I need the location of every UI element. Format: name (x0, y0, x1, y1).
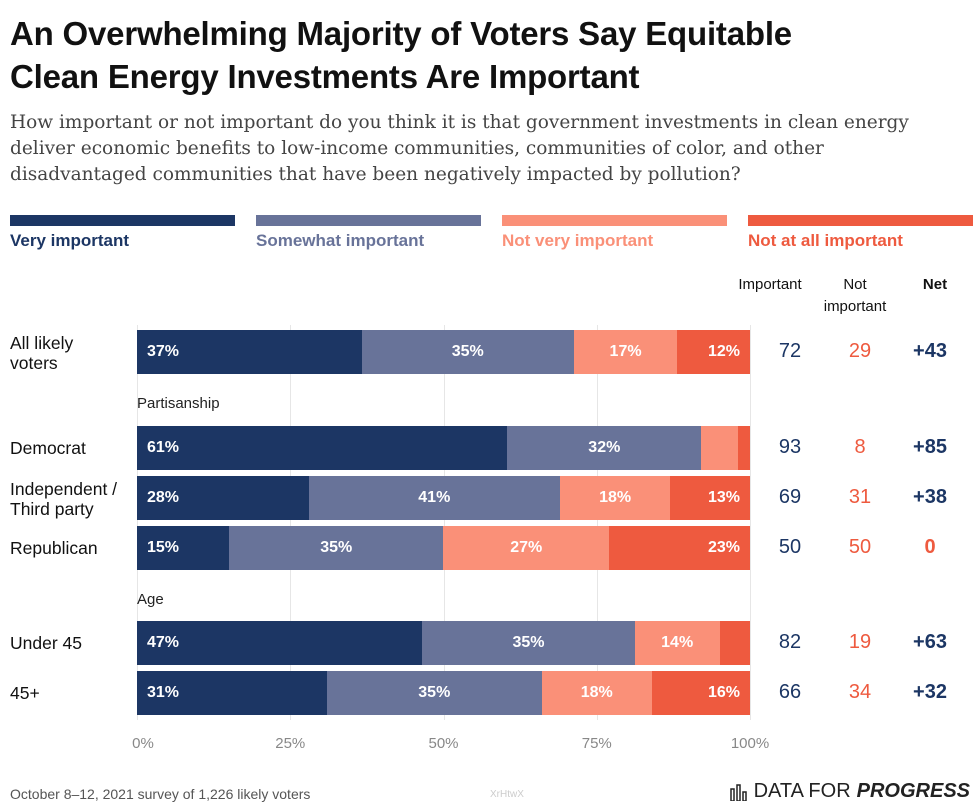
bar-segment: 14% (634, 621, 720, 665)
row-label: Under 45 (10, 633, 82, 653)
important-value: 50 (778, 536, 802, 558)
bar-segment: 31% (137, 671, 328, 715)
net-value: +43 (913, 340, 947, 362)
row-label: Republican (10, 538, 98, 558)
bar-row: 31% 35% 18% 16% (137, 671, 750, 715)
bar-row: 15% 35% 27% 23% (137, 526, 750, 570)
bar-row: 47% 35% 14% (137, 621, 750, 665)
col-head-important: Important (738, 276, 802, 293)
net-value: +32 (913, 681, 947, 703)
not-important-value: 19 (848, 631, 872, 653)
bar-segment: 61% (137, 426, 508, 470)
not-important-value: 34 (848, 681, 872, 703)
x-tick-label: 75% (581, 735, 612, 752)
group-label-partisanship: Partisanship (137, 395, 220, 412)
bar-segment: 27% (443, 526, 609, 570)
bar-segment: 23% (608, 526, 750, 570)
bar-segment (737, 426, 750, 470)
x-tick-label: 0% (132, 735, 154, 752)
brand-prefix: DATA FOR (753, 780, 851, 802)
group-label-age: Age (137, 591, 164, 608)
legend-somewhat-important-label: Somewhat important (256, 231, 425, 250)
bar-chart-icon (729, 783, 747, 801)
bar-segment: 37% (137, 330, 362, 374)
col-head-not-important: Not important (823, 276, 887, 315)
net-value: +38 (913, 486, 947, 508)
footer-source: October 8–12, 2021 survey of 1,226 likel… (10, 786, 311, 802)
row-label: Democrat (10, 438, 86, 458)
bar-row: 28% 41% 18% 13% (137, 476, 750, 520)
net-value: +85 (913, 436, 947, 458)
important-value: 69 (778, 486, 802, 508)
row-label: 45+ (10, 683, 40, 703)
bar-segment: 18% (541, 671, 652, 715)
legend-not-at-all-important-label: Not at all important (748, 231, 903, 250)
gridline (290, 325, 292, 720)
bar-segment: 13% (670, 476, 750, 520)
bar-segment (719, 621, 750, 665)
important-value: 72 (778, 340, 802, 362)
bar-segment: 35% (361, 330, 574, 374)
x-tick-label: 25% (275, 735, 306, 752)
legend-very-important-swatch (10, 215, 235, 226)
gridline (137, 325, 138, 720)
title-line-1: An Overwhelming Majority of Voters Say E… (10, 15, 792, 52)
x-tick-label: 100% (730, 735, 770, 752)
bar-segment: 35% (327, 671, 542, 715)
col-head-net: Net (922, 276, 948, 293)
bar-segment: 16% (651, 671, 750, 715)
bar-segment: 41% (308, 476, 560, 520)
bar-segment: 35% (422, 621, 635, 665)
net-value: +63 (913, 631, 947, 653)
watermark: XrHtwX (490, 789, 524, 800)
net-value: 0 (924, 536, 936, 558)
legend-not-very-important-label: Not very important (502, 231, 654, 250)
brand-logo: DATA FOR PROGRESS (729, 780, 970, 803)
bar-segment: 28% (137, 476, 309, 520)
row-label: voters (10, 353, 58, 373)
bar-row: 37% 35% 17% 12% (137, 330, 750, 374)
bar-segment (701, 426, 738, 470)
not-important-value: 31 (848, 486, 872, 508)
bar-segment: 35% (228, 526, 444, 570)
chart-subtitle: How important or not important do you th… (10, 112, 909, 185)
title-line-2: Clean Energy Investments Are Important (10, 58, 640, 95)
bar-segment: 15% (137, 526, 229, 570)
gridline (596, 325, 598, 720)
not-important-value: 8 (854, 436, 866, 458)
important-value: 82 (778, 631, 802, 653)
bar-segment: 32% (507, 426, 702, 470)
gridline (443, 325, 445, 720)
chart-title: An Overwhelming Majority of Voters Say E… (10, 12, 970, 98)
bar-segment: 47% (137, 621, 423, 665)
bar-segment: 17% (573, 330, 678, 374)
legend-not-very-important-swatch (502, 215, 727, 226)
legend-somewhat-important-swatch (256, 215, 481, 226)
row-label: Independent / (10, 479, 118, 499)
bar-row: 61% 32% (137, 426, 750, 470)
gridline (750, 325, 751, 720)
x-tick-label: 50% (428, 735, 459, 752)
legend-not-at-all-important-swatch (748, 215, 973, 226)
not-important-value: 50 (848, 536, 872, 558)
row-label: All likely (10, 333, 74, 353)
important-value: 66 (778, 681, 802, 703)
legend-very-important-label: Very important (10, 231, 130, 250)
bar-segment: 18% (559, 476, 671, 520)
bar-segment: 12% (677, 330, 750, 374)
not-important-value: 29 (848, 340, 872, 362)
brand-suffix: PROGRESS (856, 780, 970, 802)
row-label: Third party (10, 499, 94, 519)
important-value: 93 (778, 436, 802, 458)
